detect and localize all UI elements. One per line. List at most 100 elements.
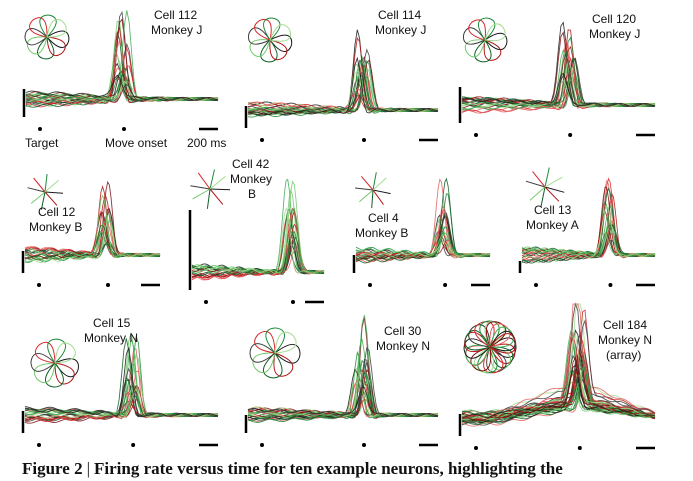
panel-5-reach-7	[209, 169, 215, 190]
panel-10-reach-9	[470, 346, 492, 372]
panel-10-trace-32	[461, 380, 656, 420]
panel-4-reach-rosette	[27, 174, 64, 210]
panel-4-reach-1	[44, 191, 64, 194]
panel-9-reach-5	[249, 343, 276, 363]
panel-8-reach-4	[33, 362, 56, 384]
panel-2-trace-15	[247, 37, 439, 113]
panel-6-reach-8	[372, 177, 387, 191]
panel-4-reach-2	[44, 191, 58, 206]
caption-separator: |	[86, 459, 91, 478]
panel-2-reach-6	[254, 18, 272, 41]
panel-7-reach-8	[544, 176, 563, 188]
panel-4-reach-3	[40, 191, 46, 210]
panel-7-reach-5	[525, 180, 546, 188]
panel-4-trace-20	[24, 220, 161, 263]
panel-4-move-onset-marker	[106, 283, 110, 287]
panel-1-reach-8	[46, 18, 67, 38]
panel-5-trace-10	[191, 188, 325, 274]
panel-7-trace-20	[521, 222, 656, 257]
panel-8-reach-5	[30, 353, 56, 372]
panel-4-trace-21	[24, 194, 161, 258]
panel-2	[244, 17, 439, 142]
panel-5-trace-9	[191, 178, 325, 274]
panel-2-reach-8	[269, 24, 292, 42]
panel-5-trace-21	[191, 180, 325, 274]
panel-8-trace-24	[24, 367, 218, 417]
panel-8-cell-label: Cell 15	[93, 316, 131, 330]
panel-7-move-onset-marker	[608, 283, 613, 287]
panel-6-reach-6	[360, 175, 374, 191]
panel-3-reach-rosette	[462, 17, 508, 63]
panel-9-trace-24	[247, 346, 438, 417]
panel-6-reach-5	[355, 187, 374, 191]
panel-3-target-marker	[474, 133, 478, 137]
panel-3-trace-24	[461, 52, 655, 107]
time-scale-label: 200 ms	[187, 136, 226, 150]
panel-9-target-marker	[260, 443, 264, 447]
panel-4	[21, 174, 161, 287]
panel-6-reach-2	[372, 189, 384, 205]
panel-2-monkey-label: Monkey J	[375, 23, 426, 37]
panel-7-reach-6	[532, 171, 546, 188]
panel-10-target-marker	[474, 446, 478, 450]
panel-10-trace-34	[461, 364, 656, 418]
panel-1-reach-rosette	[24, 14, 70, 60]
panel-3	[458, 17, 656, 137]
panel-6-reach-4	[359, 189, 374, 203]
panel-5-reach-8	[209, 176, 226, 190]
panel-5-reach-1	[209, 188, 231, 191]
panel-1-reach-6	[29, 17, 48, 38]
panel-9-reach-7	[265, 327, 285, 354]
panel-2-reach-5	[247, 27, 271, 45]
panel-8	[21, 332, 219, 447]
panel-2-cell-label: Cell 114	[378, 8, 421, 22]
panel-10-reach-21	[489, 323, 511, 348]
panel-6-reach-7	[372, 172, 377, 191]
panel-4-reach-8	[44, 179, 59, 193]
panel-10-reach-6	[483, 346, 504, 374]
panel-5-reach-rosette	[190, 169, 231, 209]
panel-10-reach-22	[489, 326, 514, 348]
panel-6-monkey-label: Monkey B	[355, 226, 408, 240]
panel-9-reach-1	[274, 344, 301, 364]
panel-10-reach-8	[473, 346, 495, 373]
panel-10-trace-35	[461, 318, 656, 426]
panel-2-trace-21	[247, 63, 439, 116]
panel-10-reach-1	[489, 337, 517, 358]
panel-1-trace-24	[25, 83, 218, 106]
panel-4-reach-4	[30, 191, 46, 204]
panel-3-reach-7	[478, 17, 496, 41]
panel-10-reach-16	[468, 324, 491, 348]
panel-8-target-marker	[37, 443, 41, 447]
panel-7-trace-22	[521, 205, 656, 260]
panel-4-reach-6	[33, 177, 46, 193]
figure-caption: Figure 2 | Firing rate versus time for ten…	[22, 459, 693, 479]
panel-10-reach-17	[474, 321, 495, 348]
panel-10-reach-24	[489, 333, 517, 354]
panel-3-reach-5	[462, 27, 486, 45]
panel-9-reach-rosette	[249, 327, 301, 379]
panel-1-trace-21	[25, 80, 219, 101]
caption-prefix: Figure 2	[22, 459, 83, 478]
panel-8-monkey-label: Monkey N	[84, 331, 138, 345]
panel-9-monkey-label: Monkey N	[376, 339, 430, 353]
panel-9-reach-2	[273, 352, 294, 377]
panel-10-trace-28	[461, 303, 656, 419]
panel-6-trace-20	[355, 232, 491, 257]
panel-10-reach-11	[465, 344, 491, 366]
panel-9-trace-20	[247, 315, 439, 417]
panel-7-reach-rosette	[525, 167, 565, 207]
panel-7-reach-1	[544, 186, 565, 193]
panel-2-reach-2	[269, 39, 288, 61]
panel-7-cell-label: Cell 13	[534, 203, 572, 217]
panel-3-reach-4	[464, 39, 486, 58]
panel-8-trace-21	[24, 353, 219, 417]
panel-9-trace-23	[247, 386, 439, 417]
panel-10-array-label: (array)	[606, 348, 641, 362]
panel-5	[188, 169, 325, 304]
panel-1-reach-5	[24, 28, 48, 46]
panel-7-reach-3	[540, 186, 546, 207]
panel-10-reach-14	[464, 330, 491, 351]
panel-10	[458, 302, 656, 450]
